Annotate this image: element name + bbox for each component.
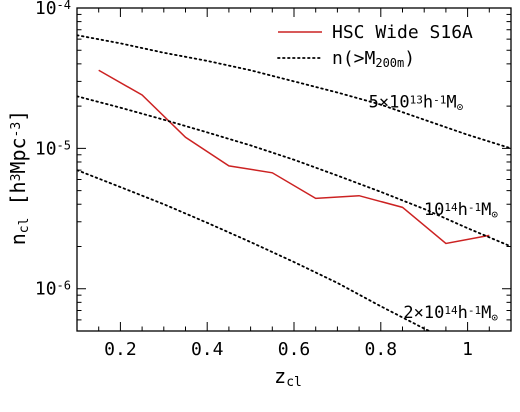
text-part: Mpc xyxy=(6,137,30,173)
text-part: ⊙ xyxy=(491,311,498,324)
x-tick-label: 0.2 xyxy=(104,339,137,360)
x-axis-title: zcl xyxy=(274,364,302,390)
text-part: ⊙ xyxy=(491,208,498,221)
text-part: 10 xyxy=(35,0,57,19)
text-part: 2×10 xyxy=(403,303,444,323)
text-part: cl xyxy=(286,375,302,390)
text-part: -6 xyxy=(57,279,71,293)
x-tick-label: 0.4 xyxy=(191,339,224,360)
curve-annotation: 1014h-1M⊙ xyxy=(424,200,498,221)
curve-annotation: 2×1014h-1M⊙ xyxy=(403,303,498,324)
text-part: 14 xyxy=(444,201,458,214)
text-part: -3 xyxy=(9,122,24,138)
text-part: 10 xyxy=(424,200,444,220)
text-part: n(>M xyxy=(332,48,376,69)
series-line-hsc xyxy=(98,69,490,245)
text-part: M xyxy=(481,303,491,323)
text-part: h xyxy=(423,93,433,113)
text-part: ] xyxy=(6,110,30,122)
legend-label: n(>M200m) xyxy=(332,48,415,70)
text-part: 13 xyxy=(410,93,423,106)
y-tick-label: 10-6 xyxy=(35,279,71,300)
y-axis-title: ncl [h3Mpc-3] xyxy=(6,110,32,245)
legend: HSC Wide S16A n(>M200m) xyxy=(277,22,473,70)
text-part: 5×10 xyxy=(369,93,410,113)
text-part: 200m xyxy=(375,56,404,70)
series-line-model-1 xyxy=(77,34,511,150)
y-tick-label: 10-5 xyxy=(35,138,71,159)
series-line-model-3 xyxy=(77,169,432,331)
axis-ticks xyxy=(76,7,512,332)
text-part: -5 xyxy=(57,139,71,153)
text-part: z xyxy=(274,364,286,388)
text-part: -1 xyxy=(433,93,446,106)
text-part: [h xyxy=(6,181,30,217)
text-part: ) xyxy=(404,48,415,69)
text-part: 10 xyxy=(35,279,57,300)
series-line-model-2 xyxy=(77,95,511,248)
text-part: n xyxy=(6,233,30,245)
text-part: M xyxy=(481,200,491,220)
text-part: -1 xyxy=(468,201,481,214)
text-part: h xyxy=(458,303,468,323)
curve-annotation: 5×1013h-1M⊙ xyxy=(369,93,464,114)
x-tick-label: 1 xyxy=(462,339,473,360)
text-part: M xyxy=(446,93,456,113)
x-tick-label: 0.6 xyxy=(278,339,311,360)
series-layer xyxy=(77,34,511,331)
x-tick-label: 0.8 xyxy=(365,339,398,360)
text-part: cl xyxy=(17,218,32,234)
text-part: 14 xyxy=(444,303,458,316)
text-part: 3 xyxy=(9,174,24,182)
plot-frame xyxy=(76,7,512,332)
text-part: -1 xyxy=(468,303,481,316)
y-tick-label: 10-4 xyxy=(35,0,71,19)
legend-label: HSC Wide S16A xyxy=(332,22,473,43)
text-part: ⊙ xyxy=(457,100,464,113)
text-part: -4 xyxy=(57,0,71,12)
text-part: h xyxy=(458,200,468,220)
text-part: 10 xyxy=(35,138,57,159)
